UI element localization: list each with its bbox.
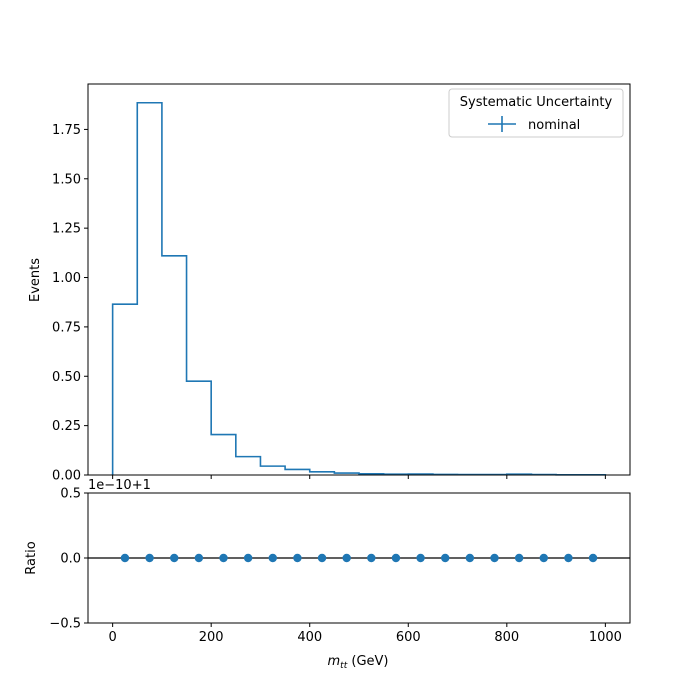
ratio-point bbox=[342, 553, 351, 563]
ratio-x-tick-label: 400 bbox=[297, 630, 322, 645]
ratio-x-tick-label: 1000 bbox=[589, 630, 622, 645]
ratio-point bbox=[416, 553, 425, 563]
ratio-x-tick-label: 0 bbox=[108, 630, 116, 645]
legend: Systematic Uncertainty nominal bbox=[448, 88, 624, 138]
main-y-tick-label: 0.50 bbox=[52, 370, 81, 385]
ratio-point bbox=[391, 553, 401, 563]
ratio-point bbox=[219, 553, 228, 563]
ratio-x-ticks: 0 200 400 600 800 1000 bbox=[108, 623, 622, 645]
ratio-point bbox=[170, 553, 179, 563]
ratio-y-axis-label: Ratio bbox=[24, 541, 39, 574]
ratio-point bbox=[367, 553, 376, 563]
main-plot-frame bbox=[87, 83, 631, 476]
main-y-tick-label: 1.25 bbox=[52, 222, 81, 237]
ratio-panel: −0.5 0.0 0.5 0 200 400 600 800 1000 1e−10+1 Rat… bbox=[24, 478, 631, 671]
ratio-offset-text: 1e−10+1 bbox=[88, 478, 151, 493]
ratio-point bbox=[441, 553, 450, 563]
x-axis-label: mtt (GeV) bbox=[328, 654, 389, 671]
main-x-ticks bbox=[112, 475, 606, 479]
main-y-tick-label: 1.00 bbox=[52, 271, 81, 286]
main-y-tick-label: 1.75 bbox=[52, 123, 81, 138]
legend-title: Systematic Uncertainty bbox=[460, 95, 613, 110]
ratio-point bbox=[539, 553, 548, 563]
main-y-tick-label: 0.75 bbox=[52, 320, 81, 335]
ratio-point bbox=[194, 553, 204, 563]
ratio-x-tick-label: 600 bbox=[396, 630, 421, 645]
ratio-point bbox=[145, 553, 154, 563]
ratio-points bbox=[120, 553, 598, 563]
main-y-tick-label: 0.25 bbox=[52, 419, 81, 434]
ratio-y-tick-label: −0.5 bbox=[49, 617, 81, 632]
ratio-x-tick-label: 200 bbox=[199, 630, 224, 645]
ratio-point bbox=[293, 553, 302, 563]
ratio-point bbox=[588, 553, 598, 563]
ratio-point bbox=[120, 553, 130, 563]
ratio-y-tick-label: 0.5 bbox=[60, 487, 81, 502]
histogram-step-line bbox=[111, 101, 607, 476]
ratio-point bbox=[243, 553, 253, 563]
legend-box bbox=[448, 88, 624, 138]
main-y-ticks: 0.00 0.25 0.50 0.75 1.00 1.25 1.50 1.75 bbox=[52, 123, 88, 484]
ratio-point bbox=[465, 553, 475, 563]
main-y-tick-label: 1.50 bbox=[52, 172, 81, 187]
legend-nominal-label: nominal bbox=[528, 118, 580, 133]
ratio-y-tick-label: 0.0 bbox=[60, 552, 81, 567]
ratio-x-tick-label: 800 bbox=[494, 630, 519, 645]
ratio-point bbox=[490, 553, 499, 563]
ratio-plot-frame bbox=[87, 492, 631, 624]
main-y-axis-label: Events bbox=[28, 258, 43, 302]
ratio-point bbox=[564, 553, 573, 563]
ratio-point bbox=[317, 553, 327, 563]
ratio-y-ticks: −0.5 0.0 0.5 bbox=[49, 487, 88, 632]
legend-nominal-marker bbox=[488, 116, 516, 132]
ratio-point bbox=[268, 553, 277, 563]
main-panel: 0.000.250.500.751.001.251.501.75 Events … bbox=[28, 83, 631, 484]
main-y-tick-label: 0.00 bbox=[52, 469, 81, 484]
ratio-point bbox=[514, 553, 524, 563]
